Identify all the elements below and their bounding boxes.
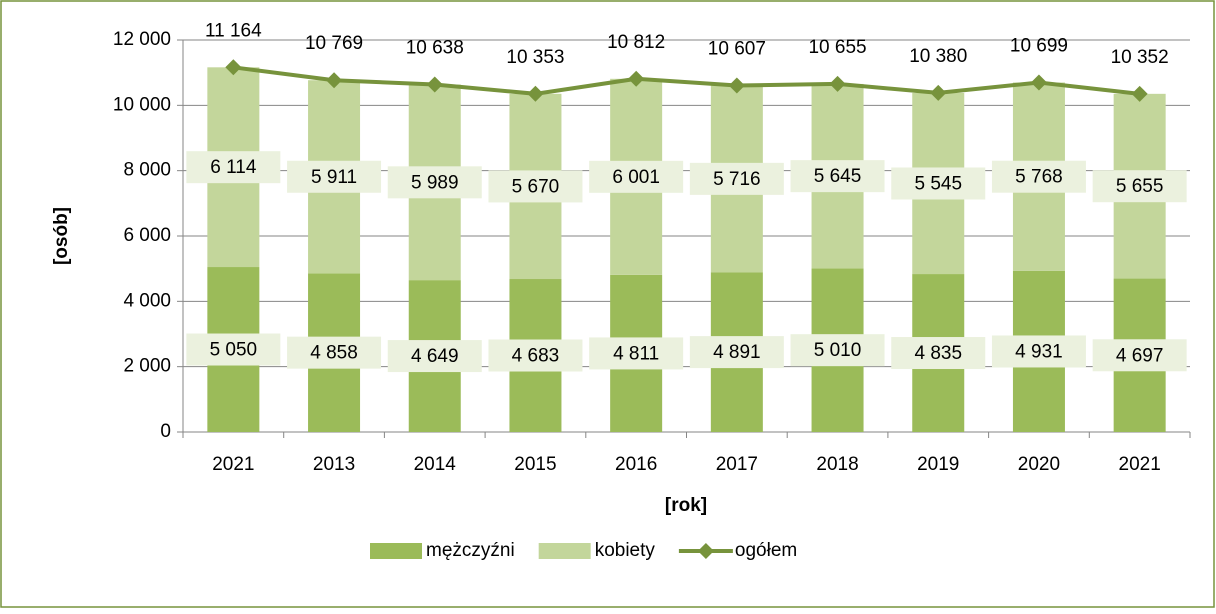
legend-swatch <box>370 543 422 559</box>
data-label-box <box>589 337 684 370</box>
data-label: 10 353 <box>506 47 564 68</box>
data-label: 6 001 <box>612 167 660 188</box>
data-label: 5 768 <box>1015 167 1063 188</box>
line-marker <box>728 77 745 94</box>
data-label-box <box>991 160 1086 193</box>
data-label: 5 911 <box>311 167 357 188</box>
data-label: 4 931 <box>1015 341 1063 362</box>
data-label-box <box>790 334 885 367</box>
data-label-box <box>287 336 382 369</box>
line <box>233 65 1140 96</box>
legend-swatch <box>538 543 591 559</box>
data-label: 10 812 <box>607 32 665 53</box>
x-tick-label: 2018 <box>816 454 858 475</box>
data-label-box <box>387 166 482 199</box>
line-marker <box>326 72 343 89</box>
x-tick-label: 2021 <box>1119 454 1161 475</box>
legend-marker <box>697 543 714 559</box>
y-tick-label: 10 000 <box>113 94 171 115</box>
data-label: 4 683 <box>512 346 560 367</box>
data-label: 4 835 <box>914 343 962 364</box>
data-label: 10 769 <box>305 33 363 54</box>
x-tick-label: 2014 <box>414 454 457 475</box>
data-label-box <box>186 151 281 184</box>
line-marker <box>628 70 645 87</box>
data-label-box <box>991 335 1086 368</box>
y-tick-label: 0 <box>160 421 171 442</box>
data-label: 5 716 <box>713 169 761 190</box>
data-label: 5 010 <box>814 340 862 361</box>
x-tick-label: 2015 <box>514 454 556 475</box>
data-label: 10 638 <box>406 38 464 59</box>
data-label-box <box>287 160 382 193</box>
data-label: 5 989 <box>411 172 459 193</box>
y-axis-title: [osób] <box>51 207 72 265</box>
x-tick-label: 2017 <box>716 454 758 475</box>
line-marker <box>225 59 242 76</box>
legend-label: ogółem <box>735 540 797 561</box>
data-label: 5 645 <box>814 166 862 187</box>
x-tick-label: 2016 <box>615 454 657 475</box>
data-label-box <box>1092 339 1187 372</box>
y-tick-label: 8 000 <box>123 160 171 181</box>
data-label: 6 114 <box>210 157 257 178</box>
y-tick-label: 6 000 <box>123 225 171 246</box>
data-label-box <box>891 337 986 370</box>
data-label: 4 891 <box>713 342 761 363</box>
data-label-box <box>790 160 885 193</box>
data-label-box <box>689 336 784 369</box>
y-tick-label: 12 000 <box>113 29 171 50</box>
data-label: 4 697 <box>1116 345 1164 366</box>
data-label-box <box>387 340 482 373</box>
x-tick-label: 2013 <box>313 454 355 475</box>
line-marker <box>829 75 846 92</box>
line-marker <box>527 85 544 102</box>
data-label: 10 655 <box>808 37 866 58</box>
data-label: 10 607 <box>708 39 766 60</box>
legend-label: kobiety <box>595 540 656 561</box>
data-label: 10 352 <box>1111 47 1169 68</box>
line-marker <box>930 84 947 101</box>
data-label: 5 670 <box>512 176 560 197</box>
data-label-box <box>891 167 986 200</box>
y-tick-label: 4 000 <box>123 290 171 311</box>
data-label: 5 655 <box>1116 176 1164 197</box>
data-label: 11 164 <box>205 20 262 41</box>
data-label: 5 545 <box>914 174 962 195</box>
data-label: 5 050 <box>210 340 258 361</box>
x-axis-title: [rok] <box>665 495 707 516</box>
data-label: 4 649 <box>411 346 459 367</box>
data-label-box <box>589 160 684 193</box>
x-tick-label: 2019 <box>917 454 959 475</box>
legend-label: mężczyźni <box>426 540 515 561</box>
line-marker <box>1131 85 1148 102</box>
data-label-box <box>488 170 583 203</box>
data-label-box <box>689 162 784 195</box>
line-marker <box>426 76 443 93</box>
x-tick-label: 2020 <box>1018 454 1060 475</box>
data-label: 10 699 <box>1010 36 1068 57</box>
data-label-box <box>1092 170 1187 203</box>
line-marker <box>1030 74 1047 91</box>
data-label: 4 811 <box>613 343 659 364</box>
x-tick-label: 2021 <box>212 454 254 475</box>
data-label-box <box>488 339 583 372</box>
y-tick-label: 2 000 <box>123 356 171 377</box>
data-label: 4 858 <box>310 343 358 364</box>
data-label-box <box>186 333 281 366</box>
data-label: 10 380 <box>909 46 967 67</box>
